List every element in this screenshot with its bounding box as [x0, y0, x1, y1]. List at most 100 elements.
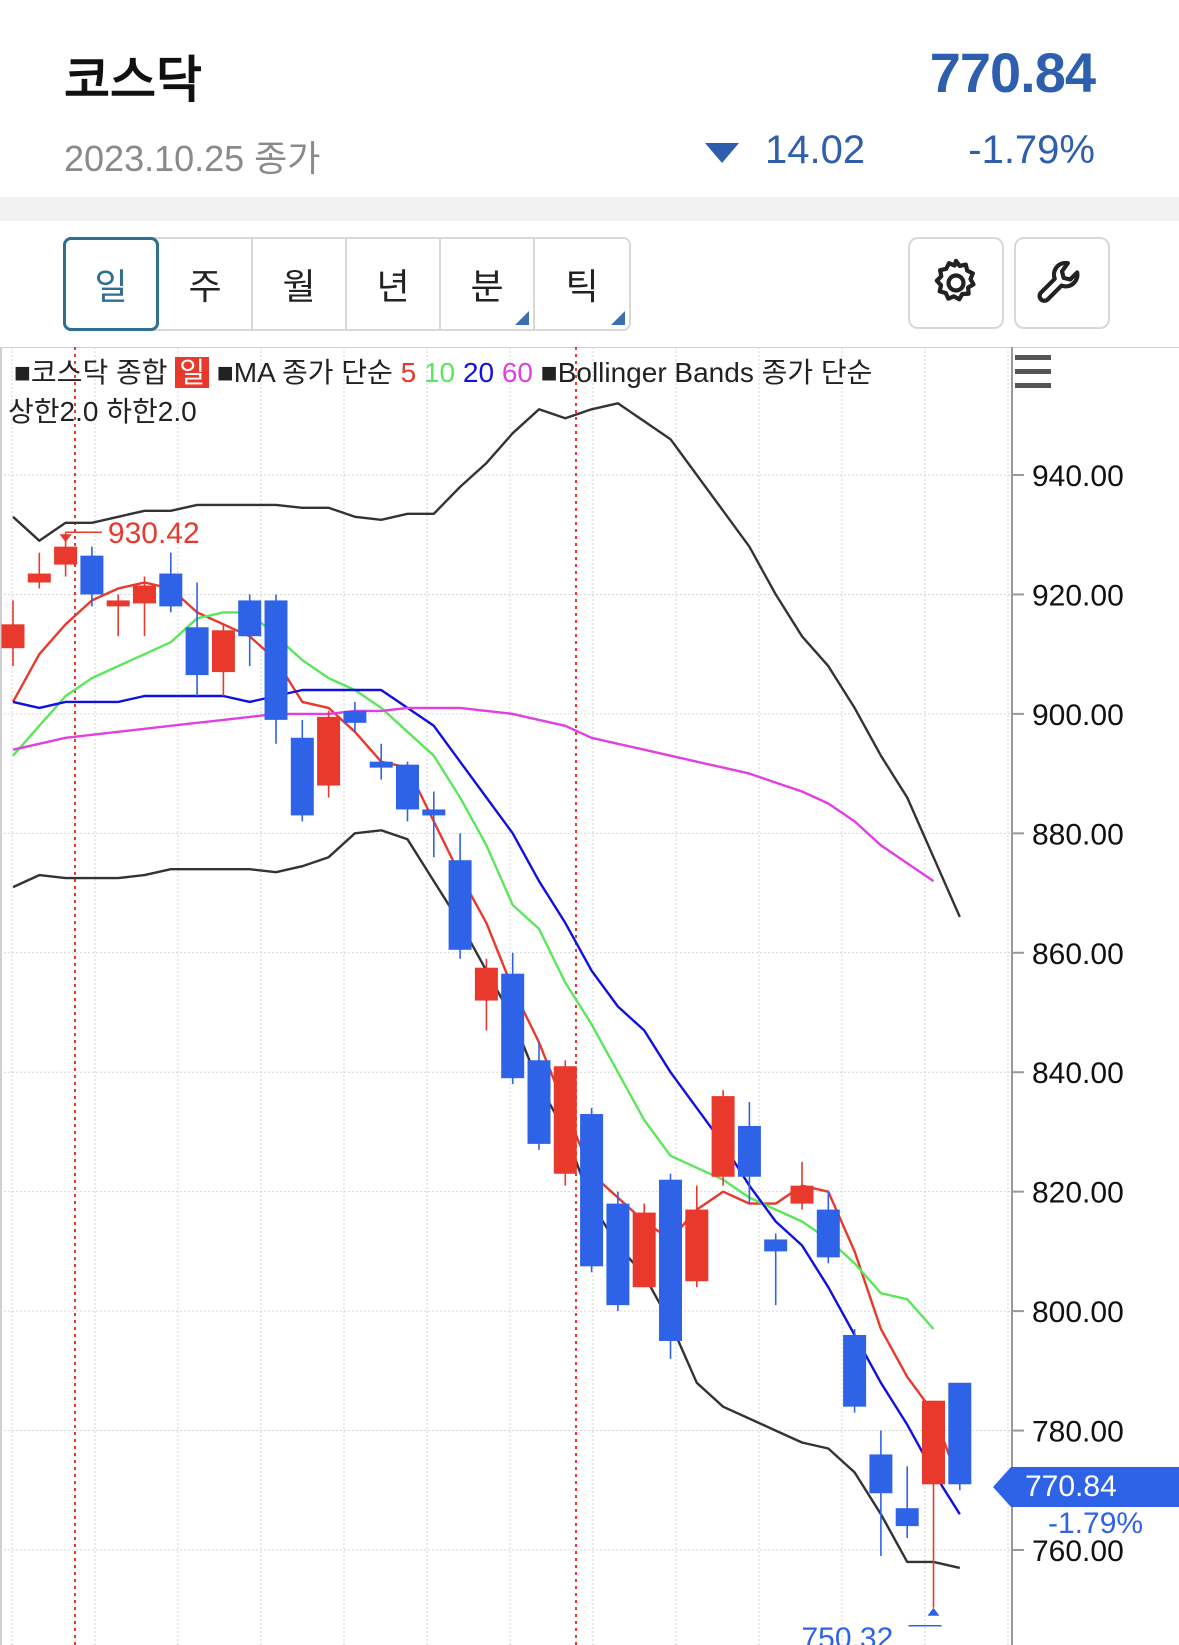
y-tick-label: 780.00	[1032, 1416, 1124, 1449]
high-marker-arrow	[59, 534, 72, 543]
legend-ma-label: MA 종가 단순	[233, 357, 393, 388]
series-line-ma-60	[12, 706, 935, 883]
candle-body	[185, 627, 209, 676]
close-date: 2023.10.25 종가	[64, 138, 321, 179]
candle-body	[422, 809, 446, 816]
candle-body	[527, 1060, 551, 1144]
low-marker-arrow	[927, 1607, 940, 1616]
tab-label: 월	[282, 266, 316, 307]
y-tick-label: 760.00	[1032, 1535, 1124, 1568]
candle-body	[159, 573, 183, 607]
change-percent: -1.79%	[968, 128, 1095, 172]
candle-body	[737, 1125, 761, 1177]
legend-ma5: 5	[400, 357, 417, 388]
y-tick-label: 840.00	[1032, 1057, 1124, 1090]
candle-body	[685, 1209, 709, 1282]
gear-icon	[934, 258, 976, 302]
candle-body	[54, 546, 78, 565]
candle-body	[843, 1335, 867, 1407]
dropdown-corner-icon	[611, 311, 625, 325]
candle-body	[816, 1209, 840, 1258]
tab-label: 분	[470, 266, 504, 307]
candle-body	[580, 1114, 604, 1267]
candle-body	[553, 1066, 577, 1174]
dropdown-corner-icon	[515, 311, 529, 325]
candle-body	[632, 1212, 656, 1288]
candlestick-chart[interactable]: 940.00 920.00 900.00 880.00 860.00 840.00 820.…	[0, 347, 1179, 1645]
low-label: 750.32	[802, 1622, 894, 1645]
y-tick-label: 880.00	[1032, 818, 1124, 851]
last-change-tag: -1.79%	[1048, 1507, 1144, 1540]
tab-month[interactable]: 월	[253, 239, 347, 329]
candle-body	[238, 600, 262, 637]
candle-body	[790, 1185, 814, 1204]
series-line-bb-lower	[12, 829, 961, 1570]
candle-body	[474, 967, 498, 1001]
legend-marker: ■	[14, 357, 31, 388]
legend-bb-params: 상한2.0 하한2.0	[8, 396, 197, 427]
legend-ma10: 10	[423, 357, 456, 388]
settings-button[interactable]	[908, 237, 1004, 329]
period-tabs: 일 주 월 년 분 틱	[63, 237, 631, 331]
candle-body	[106, 600, 130, 607]
candle-body	[501, 973, 525, 1079]
candle-body	[606, 1203, 630, 1306]
series-line-ma-10	[12, 611, 935, 1330]
tab-week[interactable]: 주	[159, 239, 253, 329]
y-tick-label: 900.00	[1032, 699, 1124, 732]
candle-body	[922, 1400, 945, 1485]
candle-body	[80, 555, 104, 595]
change-value: 14.02	[765, 128, 866, 172]
index-title: 코스닥	[64, 52, 202, 108]
y-tick-label: 920.00	[1032, 579, 1124, 612]
candle-body	[895, 1508, 919, 1527]
section-divider	[0, 197, 1179, 221]
hamburger-menu-icon[interactable]	[1015, 355, 1051, 397]
candle-body	[211, 630, 235, 673]
candle-body	[659, 1179, 682, 1341]
tab-label: 틱	[565, 266, 599, 307]
high-label: 930.42	[108, 517, 200, 550]
series-line-ma-5	[11, 581, 961, 1485]
chart-area[interactable]: 940.00 920.00 900.00 880.00 860.00 840.00 820.…	[0, 347, 1179, 1645]
candle-body	[948, 1382, 972, 1485]
candle-body	[448, 860, 472, 950]
tab-minute[interactable]: 분	[441, 239, 535, 329]
tab-day[interactable]: 일	[63, 237, 159, 331]
quote-header: 코스닥 770.84 2023.10.25 종가 14.02 -1.79%	[0, 0, 1179, 197]
candle-body	[343, 710, 367, 723]
tab-tick[interactable]: 틱	[535, 239, 629, 329]
y-tick-label: 940.00	[1032, 460, 1124, 493]
legend-bb-label: Bollinger Bands 종가 단순	[557, 357, 873, 388]
candle-body	[764, 1239, 788, 1252]
last-price-tag: 770.84	[993, 1467, 1179, 1507]
y-tick-label: 860.00	[1032, 938, 1124, 971]
series-line-bb-upper	[12, 402, 961, 918]
down-triangle-icon	[705, 143, 739, 163]
tab-label: 주	[188, 266, 222, 307]
legend-marker: ■	[216, 357, 234, 388]
legend-period-badge: 일	[175, 357, 210, 388]
candle-body	[317, 716, 341, 786]
candle-body	[133, 585, 156, 604]
series-line-ma-20	[12, 688, 961, 1515]
legend-marker: ■	[540, 357, 558, 388]
y-tick-label: 820.00	[1032, 1177, 1124, 1210]
tab-label: 일	[94, 266, 128, 307]
chart-legend: ■코스닥 종합 일 ■MA 종가 단순 5 10 20 60 ■Bollinge…	[14, 351, 872, 391]
current-price: 770.84	[929, 41, 1096, 104]
candle-body	[264, 600, 288, 720]
tools-button[interactable]	[1014, 237, 1110, 329]
tab-label: 년	[376, 266, 410, 307]
legend-ma60: 60	[501, 357, 533, 388]
legend-series-name: 코스닥 종합	[30, 357, 168, 388]
tab-year[interactable]: 년	[347, 239, 441, 329]
candle-body	[27, 573, 51, 583]
candle-body	[369, 761, 393, 768]
y-tick-label: 800.00	[1032, 1296, 1124, 1329]
candle-body	[1, 624, 25, 649]
candle-body	[396, 764, 419, 810]
wrench-icon	[1037, 260, 1080, 303]
candle-body	[711, 1096, 735, 1177]
candle-body	[290, 737, 314, 816]
